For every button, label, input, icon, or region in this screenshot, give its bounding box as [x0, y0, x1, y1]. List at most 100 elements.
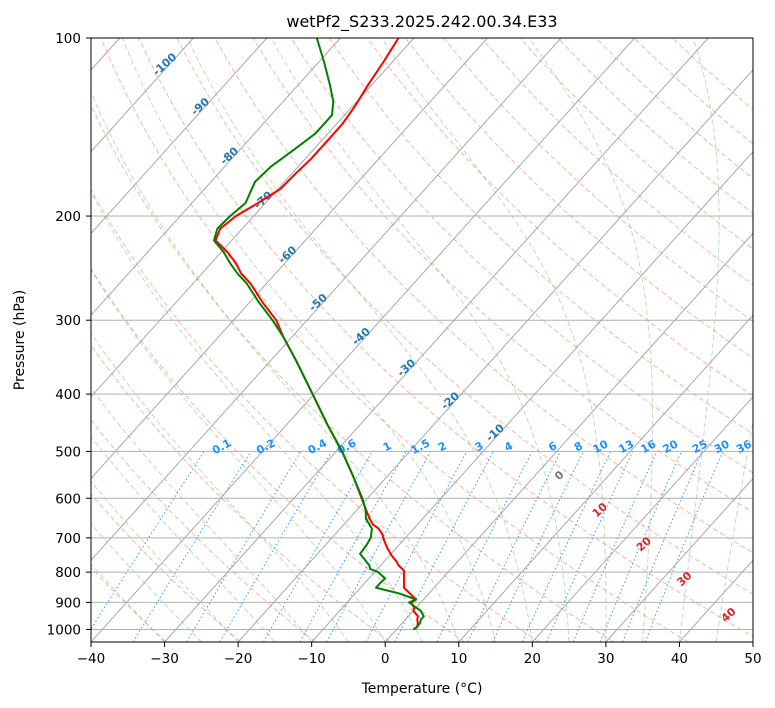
mixing-ratio-label: 0.2: [254, 436, 277, 457]
isotherm-line: [311, 150, 753, 642]
dry-adiabat-line: [91, 566, 167, 642]
mixing-ratio-line: [436, 451, 533, 642]
mixing-ratio-label: 36: [734, 437, 754, 456]
dry-adiabat-line: [138, 38, 753, 637]
dry-adiabat-line: [519, 38, 753, 250]
x-tick-label: 20: [524, 651, 541, 667]
mixing-ratio-line: [394, 451, 494, 642]
mixing-ratio-label: 0.4: [306, 436, 330, 457]
moist-adiabat-line: [122, 38, 497, 642]
x-tick-label: 30: [597, 651, 614, 667]
moist-adiabat-line: [91, 332, 349, 642]
mixing-ratio-label: 13: [616, 437, 636, 456]
dry-adiabat-line: [481, 38, 753, 286]
y-tick-label: 400: [55, 387, 81, 403]
isotherm-line: [91, 38, 268, 235]
moist-adiabat-line: [270, 38, 570, 642]
isotherm-line: [91, 38, 341, 316]
dry-adiabat-line: [91, 104, 614, 642]
data-series: [213, 38, 425, 631]
chart-title: wetPf2_S233.2025.242.00.34.E33: [286, 12, 557, 32]
dewpoint-profile-line: [213, 38, 425, 631]
y-tick-label: 1000: [47, 622, 81, 638]
isotherm-label: -80: [218, 144, 242, 167]
moist-adiabat-line: [91, 522, 202, 642]
isotherm-line: [384, 232, 753, 642]
x-tick-label: −40: [77, 651, 106, 667]
dry-adiabat-line: [557, 38, 753, 214]
mixing-ratio-line: [599, 451, 682, 642]
wet-bulb-label: 10: [590, 500, 610, 520]
mixing-ratio-line: [132, 451, 252, 642]
dry-adiabat-line: [176, 38, 753, 595]
mixing-ratio-label: 10: [591, 437, 611, 456]
y-tick-label: 200: [55, 209, 81, 225]
isotherm-line: [752, 641, 753, 642]
mixing-ratio-line: [622, 451, 703, 642]
mixing-ratio-line: [467, 451, 562, 642]
isotherm-line: [91, 38, 635, 642]
isotherm-label: -90: [189, 95, 213, 118]
mixing-ratio-label: 30: [712, 437, 732, 456]
isotherm-line: [91, 38, 488, 480]
background-lines: [91, 38, 753, 642]
grid: [91, 38, 753, 642]
x-tick-label: 0: [381, 651, 390, 667]
moist-adiabat-line: [678, 38, 720, 642]
plot-frame: [90, 37, 754, 643]
mixing-ratio-line: [91, 451, 205, 630]
mixing-ratio-label: 2: [436, 439, 449, 454]
y-axis: 100 200 300 400 500 600 700 800 900 1000: [47, 31, 91, 638]
dry-adiabat-line: [100, 38, 689, 642]
x-tick-label: 40: [671, 651, 688, 667]
x-tick-label: −20: [224, 651, 253, 667]
mixing-ratio-label: 1.5: [409, 436, 432, 457]
dry-adiabat-line: [91, 344, 391, 642]
y-tick-label: 100: [55, 31, 81, 47]
mixing-ratio-line: [644, 451, 724, 642]
mixing-ratio-label: 16: [639, 437, 659, 456]
dry-adiabat-line: [252, 38, 753, 514]
isotherm-label: -20: [439, 389, 463, 412]
moist-adiabat-line: [187, 38, 533, 642]
dry-adiabat-line: [91, 188, 540, 642]
x-tick-label: −10: [297, 651, 326, 667]
dry-adiabat-line: [214, 38, 753, 554]
mixing-ratio-label: 3: [473, 439, 486, 454]
isotherm-label: -60: [276, 243, 300, 266]
mixing-ratio-label: 0.1: [210, 436, 233, 457]
isotherm-line: [91, 38, 562, 562]
isotherm-line: [458, 314, 753, 642]
isotherm-line: [605, 477, 753, 642]
moist-adiabat-line: [91, 563, 165, 642]
isotherm-line: [531, 396, 753, 642]
y-tick-label: 700: [55, 531, 81, 547]
y-tick-label: 300: [55, 313, 81, 329]
dry-adiabat-line: [633, 38, 753, 145]
x-axis: −40 −30 −20 −10 0 10 20 30 40 50: [77, 642, 762, 667]
isotherm-labels: -100-90-80-70-60-50-40-30-20-10: [150, 50, 507, 444]
mixing-ratio-label: 4: [502, 439, 515, 454]
y-tick-label: 500: [55, 444, 81, 460]
mixing-ratio-line: [299, 451, 407, 642]
dry-adiabat-line: [91, 268, 465, 642]
moist-adiabat-line: [91, 387, 313, 642]
moist-adiabat-line: [91, 191, 423, 642]
mixing-ratio-line: [546, 451, 634, 642]
dry-adiabat-line: [91, 419, 316, 642]
isotherm-label: -40: [349, 325, 373, 348]
mixing-ratio-label: 8: [572, 439, 585, 454]
mixing-ratio-line: [186, 451, 302, 642]
y-axis-title: Pressure (hPa): [12, 290, 28, 390]
dry-adiabat-line: [328, 38, 753, 435]
dry-adiabat-line: [443, 38, 753, 322]
dry-adiabat-line: [91, 493, 242, 642]
isotherm-line: [91, 38, 194, 153]
moist-adiabat-line: [528, 38, 654, 642]
mixing-ratio-label: 25: [690, 437, 710, 456]
isotherm-line: [164, 38, 709, 642]
x-tick-label: −30: [150, 651, 179, 667]
isotherm-label: -100: [150, 50, 179, 78]
moist-adiabat-line: [381, 38, 607, 642]
